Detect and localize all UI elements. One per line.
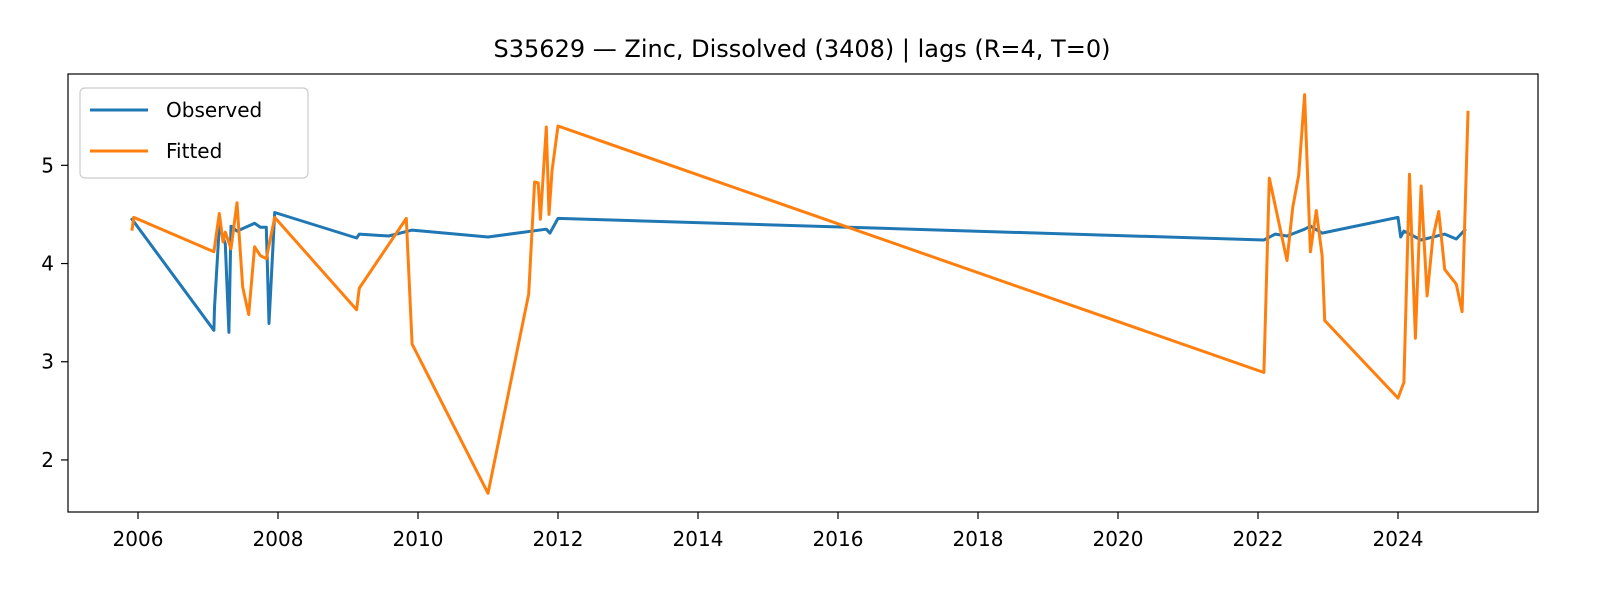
x-tick-label: 2018: [953, 527, 1004, 551]
legend: Observed Fitted: [79, 87, 309, 179]
x-tick-label: 2014: [673, 527, 724, 551]
x-tick-label: 2016: [813, 527, 864, 551]
x-tick-label: 2010: [393, 527, 444, 551]
series-line-observed: [130, 211, 1467, 334]
y-tick-label: 5: [41, 153, 54, 177]
x-tick-label: 2022: [1233, 527, 1284, 551]
x-axis: 2006 2008 2010 2012 2014 2016 2018 2020 2022 2024: [113, 512, 1424, 551]
plot-area: [130, 93, 1470, 495]
y-tick-label: 4: [41, 252, 54, 276]
x-tick-label: 2006: [113, 527, 164, 551]
chart-title: S35629 — Zinc, Dissolved (3408) | lags (…: [494, 35, 1111, 63]
y-tick-label: 3: [41, 350, 54, 374]
plot-frame: [67, 73, 1539, 513]
x-tick-label: 2008: [253, 527, 304, 551]
x-tick-label: 2020: [1093, 527, 1144, 551]
x-tick-label: 2024: [1373, 527, 1424, 551]
legend-label-observed: Observed: [166, 98, 262, 122]
y-axis: 2 3 4 5: [41, 153, 68, 472]
legend-label-fitted: Fitted: [166, 139, 222, 163]
series-line-fitted: [130, 93, 1470, 495]
x-tick-label: 2012: [533, 527, 584, 551]
y-tick-label: 2: [41, 448, 54, 472]
